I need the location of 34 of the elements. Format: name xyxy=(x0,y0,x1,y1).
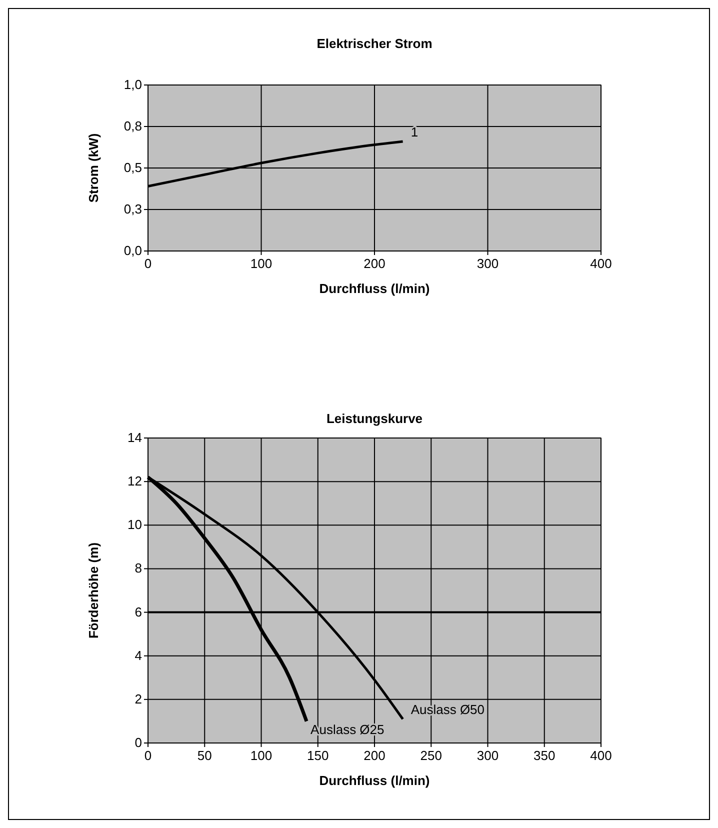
y-tick-label: 8 xyxy=(134,560,142,576)
x-tick-label: 200 xyxy=(364,748,386,763)
x-axis-title: Durchfluss (l/min) xyxy=(319,281,430,296)
x-tick-label: 100 xyxy=(250,256,272,271)
x-tick-label: 300 xyxy=(476,256,499,271)
y-tick-label: 4 xyxy=(134,648,142,663)
y-tick-label: 6 xyxy=(134,604,142,620)
y-axis-title: Strom (kW) xyxy=(86,133,101,203)
x-tick-label: 0 xyxy=(144,256,152,271)
x-tick-label: 300 xyxy=(476,748,499,763)
x-tick-label: 400 xyxy=(590,748,612,763)
chart-title: Elektrischer Strom xyxy=(316,36,432,51)
x-tick-label: 250 xyxy=(420,748,442,763)
y-axis-title: Förderhöhe (m) xyxy=(86,542,101,639)
x-tick-label: 150 xyxy=(307,748,329,763)
chart-title: Leistungskurve xyxy=(326,411,423,426)
y-tick-label: 10 xyxy=(128,517,142,532)
x-tick-label: 400 xyxy=(590,256,612,271)
y-tick-label: 2 xyxy=(134,691,142,706)
x-tick-label: 200 xyxy=(364,256,386,271)
x-tick-label: 350 xyxy=(534,748,556,763)
y-tick-label: 0,5 xyxy=(124,160,142,175)
y-tick-label: 14 xyxy=(128,430,142,445)
y-tick-label: 0,8 xyxy=(124,118,142,134)
x-tick-label: 0 xyxy=(144,748,152,763)
y-tick-label: 0,3 xyxy=(124,202,142,216)
y-tick-label: 1,0 xyxy=(124,77,142,92)
x-tick-label: 100 xyxy=(250,748,272,763)
x-tick-label: 50 xyxy=(197,748,212,763)
y-tick-label: 12 xyxy=(128,474,142,489)
series-label: 1 xyxy=(410,124,418,140)
y-tick-label: 0 xyxy=(134,735,142,750)
y-tick-label: 0,0 xyxy=(124,243,142,258)
x-axis-title: Durchfluss (l/min) xyxy=(319,773,430,788)
